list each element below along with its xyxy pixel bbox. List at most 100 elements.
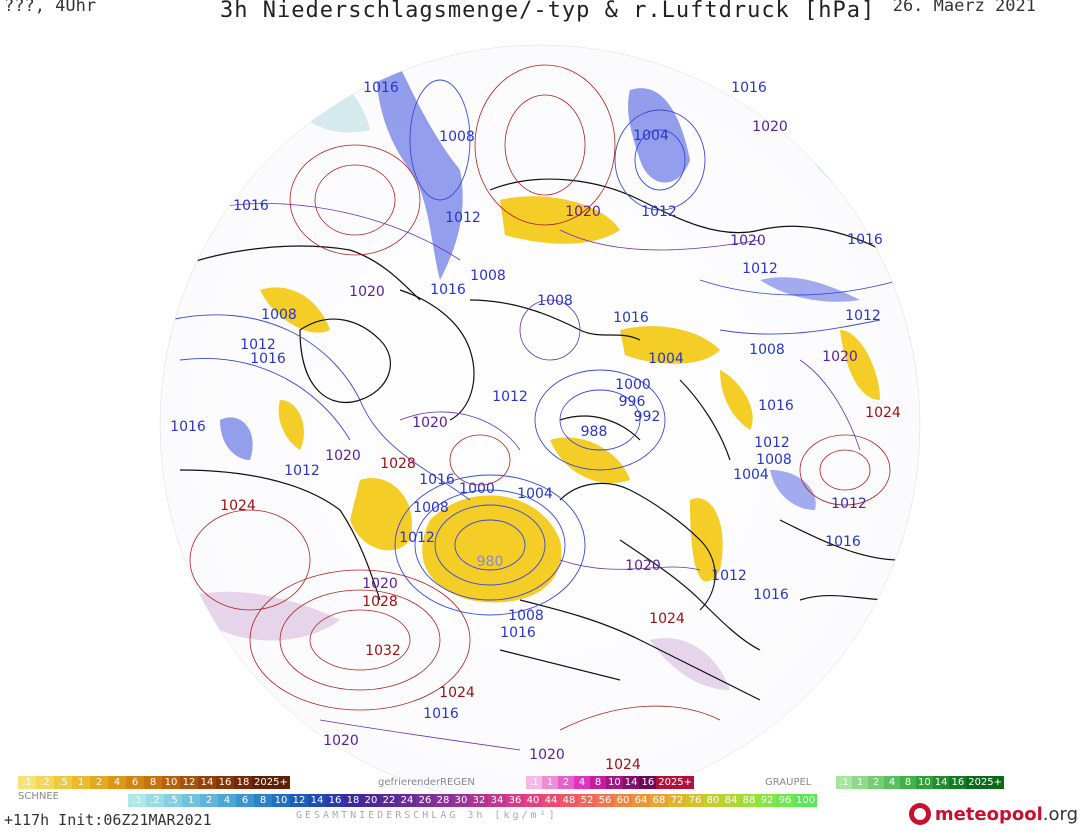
pressure-label: 1016 (847, 232, 883, 248)
pressure-label: 1016 (430, 282, 466, 298)
scale-step: 2 (200, 794, 218, 807)
pressure-label: 1016 (419, 472, 455, 488)
scale-step: 30 (452, 794, 470, 807)
pressure-label: 1024 (865, 405, 901, 421)
pressure-label: 1016 (825, 534, 861, 550)
scale-step: .5 (164, 794, 182, 807)
pressure-label: 1004 (517, 486, 553, 502)
scale-step: 2 (558, 776, 574, 789)
pressure-label: 1000 (459, 481, 495, 497)
brand-name: meteopool.org (934, 803, 1078, 825)
scale-step: 4 (574, 776, 590, 789)
scale-step: 92 (758, 794, 776, 807)
pressure-label: 1012 (445, 210, 481, 226)
scale-step: 10 (162, 776, 180, 789)
meteopool-logo-icon (908, 803, 931, 825)
scale-step: 36 (506, 794, 524, 807)
pressure-label: 1016 (753, 587, 789, 603)
scale-step: 24 (398, 794, 416, 807)
scale-step: 48 (560, 794, 578, 807)
scale-step: 1 (542, 776, 558, 789)
pressure-label: 1028 (380, 456, 416, 472)
scale-step: 28 (434, 794, 452, 807)
scale-step: 2025+ (252, 776, 290, 789)
pressure-label: 1024 (605, 757, 641, 773)
scale-step: .2 (36, 776, 54, 789)
scale-step: 18 (234, 776, 252, 789)
pressure-label: 1016 (731, 80, 767, 96)
scale-step: 1 (72, 776, 90, 789)
scale-step: 6 (126, 776, 144, 789)
scale-step: 20 (362, 794, 380, 807)
scale-step: 18 (344, 794, 362, 807)
pressure-label: 1020 (325, 448, 361, 464)
scale-step: 12 (180, 776, 198, 789)
pressure-label: 1024 (220, 498, 256, 514)
pressure-label: 980 (477, 554, 504, 570)
isobars-low (169, 79, 901, 616)
scale-step: 2025+ (656, 776, 695, 789)
precipitation-areas (180, 45, 900, 690)
pressure-label: 1016 (170, 419, 206, 435)
run-info: +117h Init:06Z21MAR2021 (4, 811, 212, 829)
valid-time: ???, 4Uhr (4, 0, 97, 16)
pressure-label: 1008 (470, 268, 506, 284)
pressure-label: 1016 (500, 625, 536, 641)
scale-step: 22 (380, 794, 398, 807)
pressure-label: 1008 (439, 129, 475, 145)
scale-step: 16 (216, 776, 234, 789)
scale-step: .1 (18, 776, 36, 789)
scale-step: 26 (416, 794, 434, 807)
scale-step: 34 (488, 794, 506, 807)
total-precip-title: GESAMTNIEDERSCHLAG 3h [kg/m²] (296, 810, 558, 821)
scale-step: 10 (606, 776, 623, 789)
map-date: 26. Maerz 2021 (892, 0, 1036, 16)
pressure-label: 1020 (822, 349, 858, 365)
scale-step: 80 (704, 794, 722, 807)
map-header: ???, 4Uhr 3h Niederschlagsmenge/-typ & r… (0, 0, 1080, 28)
pressure-label: 1020 (349, 284, 385, 300)
map-title: 3h Niederschlagsmenge/-typ & r.Luftdruck… (220, 0, 876, 23)
scale-step: 68 (650, 794, 668, 807)
coastlines (169, 178, 901, 701)
pressure-label: 1020 (565, 204, 601, 220)
scale-step: 52 (578, 794, 596, 807)
pressure-label: 1012 (831, 496, 867, 512)
pressure-label: 1016 (613, 310, 649, 326)
pressure-label: 1016 (363, 80, 399, 96)
scale-step: 44 (542, 794, 560, 807)
pressure-label: 1000 (615, 377, 651, 393)
pressure-label: 1016 (423, 706, 459, 722)
scale-step: 4 (108, 776, 126, 789)
scale-step: 60 (614, 794, 632, 807)
pressure-label: 1008 (537, 293, 573, 309)
graupel-scale: .1 1 2 4 8 10 14 16 2025+ (836, 776, 1005, 789)
pressure-label: 988 (581, 424, 608, 440)
pressure-label: 1008 (413, 500, 449, 516)
brand-logo[interactable]: meteopool.org (908, 803, 1078, 825)
total-precip-scale: .1.2.5 1 2 4 6 8 10 12 14 16 18 20 22 24 26 28 30 32 34 36 4… (128, 794, 818, 807)
isobars-mid (199, 203, 861, 751)
pressure-label: 1012 (399, 530, 435, 546)
scale-step: 10 (916, 776, 933, 789)
scale-step: 4 (218, 794, 236, 807)
freezing-rain-title: gefrierenderREGEN (378, 777, 475, 788)
freezing-rain-scale: .1 1 2 4 8 10 14 16 2025+ (526, 776, 695, 789)
pressure-label: 1012 (754, 435, 790, 451)
pressure-label: 1020 (752, 119, 788, 135)
pressure-label: 1012 (641, 204, 677, 220)
scale-step: 14 (932, 776, 950, 789)
scale-step: .2 (146, 794, 164, 807)
pressure-label: 1012 (492, 389, 528, 405)
scale-step: 6 (236, 794, 254, 807)
pressure-label: 1008 (749, 342, 785, 358)
scale-step: 84 (722, 794, 740, 807)
scale-step: 72 (668, 794, 686, 807)
pressure-label: 1016 (233, 198, 269, 214)
scale-step: 2025+ (966, 776, 1005, 789)
pressure-label: 1032 (365, 643, 401, 659)
scale-step: 64 (632, 794, 650, 807)
scale-step: 4 (884, 776, 900, 789)
pressure-label: 992 (634, 409, 661, 425)
